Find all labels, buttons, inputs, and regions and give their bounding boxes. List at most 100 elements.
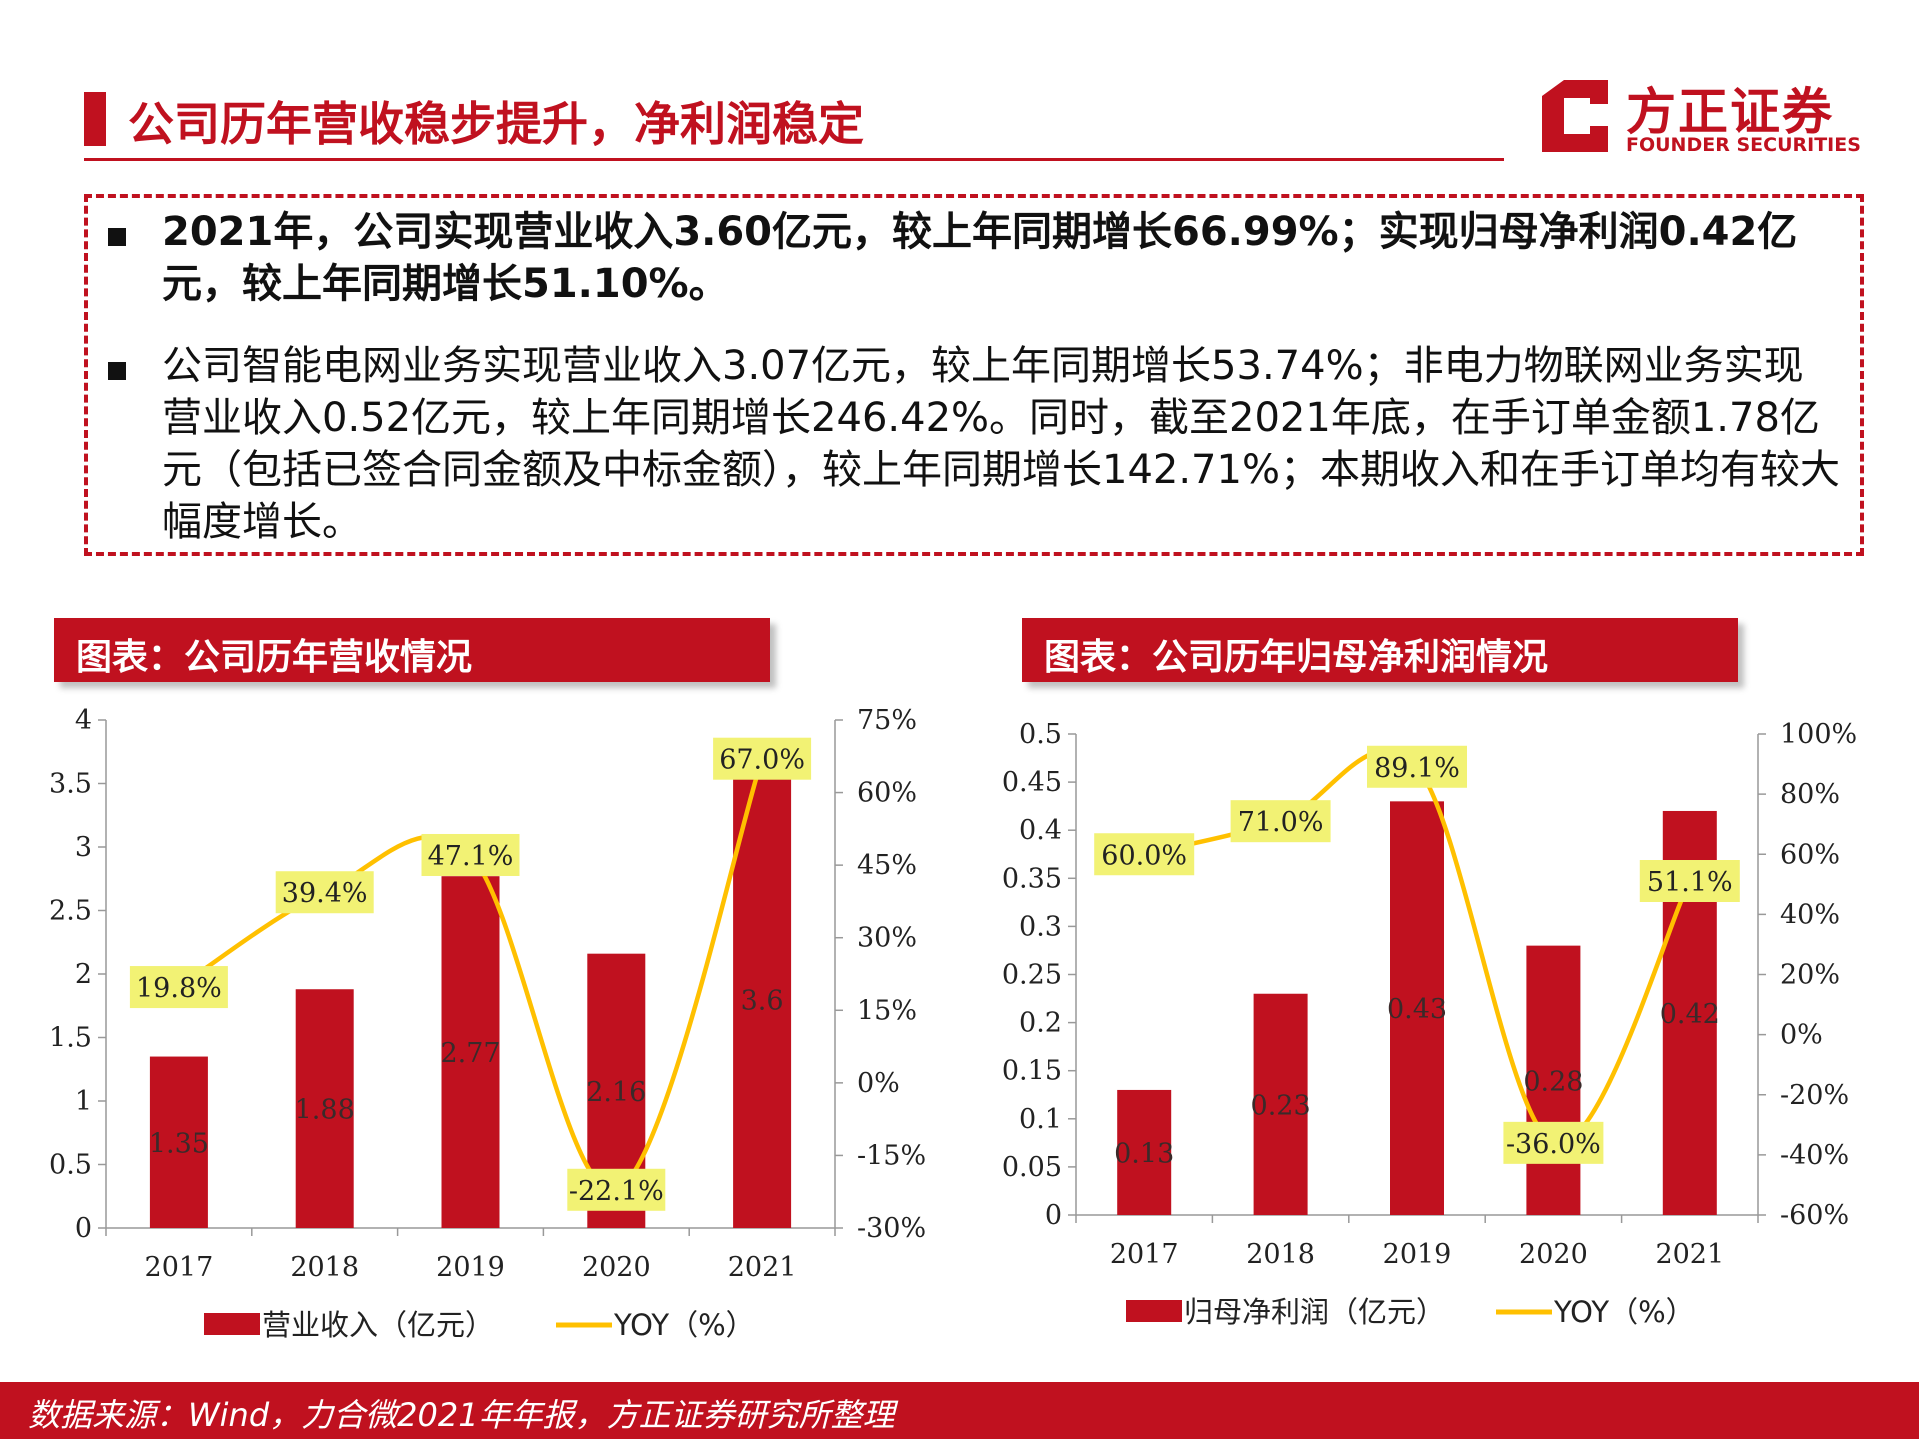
- yoy-label-box: [1639, 860, 1740, 903]
- right-axis-tick-label: 60%: [857, 778, 917, 809]
- left-axis-tick-label: 0.15: [1002, 1056, 1062, 1087]
- x-axis-tick-label: 2020: [1519, 1239, 1588, 1270]
- yoy-data-label: 71.0%: [1238, 807, 1324, 838]
- left-axis-tick-label: 3.5: [49, 769, 92, 800]
- revenue-bar: [295, 989, 354, 1228]
- x-axis-tick-label: 2021: [728, 1252, 797, 1283]
- left-axis-tick-label: 0.45: [1002, 767, 1062, 798]
- revenue-bar: [1390, 801, 1444, 1215]
- revenue-bar: [1117, 1089, 1172, 1215]
- left-axis-tick-label: 1: [75, 1086, 92, 1117]
- bar-data-label: 3.6: [741, 985, 784, 1016]
- yoy-data-label: 39.4%: [282, 878, 368, 909]
- right-axis-tick-label: 100%: [1780, 719, 1857, 750]
- yoy-data-label: -36.0%: [1506, 1129, 1601, 1160]
- x-axis-tick-label: 2020: [582, 1252, 651, 1283]
- left-axis-tick-label: 2.5: [49, 896, 92, 927]
- yoy-data-label: 47.1%: [428, 841, 514, 872]
- yoy-label-box: [421, 833, 520, 876]
- summary-bullet-1-text: 2021年，公司实现营业收入3.60亿元，较上年同期增长66.99%；实现归母净…: [162, 209, 1798, 307]
- bullet-square-icon: [108, 228, 126, 246]
- legend-line-label: YOY（%）: [613, 1308, 755, 1342]
- company-logo: 方正证券 FOUNDER SECURITIES: [1534, 72, 1861, 162]
- logo-chinese-name: 方正证券: [1626, 83, 1834, 141]
- logo-english-name: FOUNDER SECURITIES: [1626, 134, 1861, 156]
- right-axis-tick-label: 20%: [1780, 960, 1840, 991]
- yoy-label-box: [275, 871, 374, 914]
- yoy-label-box: [1094, 833, 1195, 876]
- legend-bar-swatch: [204, 1313, 260, 1335]
- yoy-label-box: [1367, 745, 1467, 788]
- legend-line-label: YOY（%）: [1553, 1295, 1695, 1329]
- page-title: 公司历年营收稳步提升，净利润稳定: [128, 97, 864, 151]
- title-divider: [84, 158, 1504, 161]
- yoy-data-label: 67.0%: [719, 745, 805, 776]
- right-axis-tick-label: 15%: [857, 995, 917, 1026]
- revenue-chart: 0 0.5 1 1.5 2 2.5 3 3.5 4 -30% -15% 0% 15% 30% 45% 60% 7…: [49, 705, 926, 1342]
- right-axis-tick-label: 45%: [857, 850, 917, 881]
- yoy-label-box: [129, 966, 228, 1009]
- left-axis-tick-label: 0: [75, 1213, 92, 1244]
- left-axis-tick-label: 0.05: [1002, 1152, 1062, 1183]
- bar-data-label: 0.43: [1387, 994, 1447, 1025]
- left-axis-tick-label: 0.4: [1019, 815, 1062, 846]
- profit-chart-header: 图表：公司历年归母净利润情况: [1022, 618, 1738, 682]
- footer-bar: 数据来源：Wind，力合微2021年年报，方正证券研究所整理: [0, 1382, 1919, 1439]
- revenue-bar: [733, 770, 792, 1228]
- left-axis-tick-label: 0.5: [1019, 719, 1062, 750]
- profit-chart: 0 0.05 0.1 0.15 0.2 0.25 0.3 0.35 0.4 0.45 0.5 -60%…: [1002, 719, 1857, 1329]
- left-axis-tick-label: 0.5: [49, 1150, 92, 1181]
- right-axis-tick-label: -20%: [1780, 1080, 1849, 1111]
- yoy-data-label: 89.1%: [1374, 753, 1460, 784]
- right-axis-tick-label: -40%: [1780, 1140, 1849, 1171]
- bullet-square-icon: [108, 362, 126, 380]
- yoy-data-label: 19.8%: [136, 973, 222, 1004]
- revenue-chart-header: 图表：公司历年营收情况: [54, 618, 770, 682]
- x-axis-tick-label: 2018: [1246, 1239, 1315, 1270]
- right-axis-tick-label: -60%: [1780, 1200, 1849, 1231]
- right-axis-tick-label: -15%: [857, 1140, 926, 1171]
- yoy-data-label: -22.1%: [569, 1176, 664, 1207]
- yoy-data-label: 60.0%: [1101, 840, 1187, 871]
- revenue-bar: [1253, 993, 1308, 1215]
- left-axis-tick-label: 0.35: [1002, 863, 1062, 894]
- revenue-bar: [441, 876, 500, 1228]
- summary-bullet-2-text: 公司智能电网业务实现营业收入3.07亿元，较上年同期增长53.74%；非电力物联…: [162, 343, 1840, 545]
- summary-box: [84, 194, 1864, 556]
- bar-data-label: 2.77: [440, 1038, 500, 1069]
- title-accent-bar: [84, 92, 106, 146]
- bar-data-label: 0.42: [1660, 999, 1720, 1030]
- revenue-bar: [1526, 945, 1581, 1215]
- right-axis-tick-label: -30%: [857, 1213, 926, 1244]
- legend-bar-swatch: [1126, 1300, 1182, 1322]
- yoy-label-box: [1503, 1121, 1604, 1164]
- x-axis-tick-label: 2017: [145, 1252, 214, 1283]
- right-axis-tick-label: 0%: [857, 1068, 900, 1099]
- data-source-note: 数据来源：Wind，力合微2021年年报，方正证券研究所整理: [28, 1396, 895, 1434]
- x-axis-tick-label: 2017: [1110, 1239, 1179, 1270]
- bar-data-label: 2.16: [586, 1077, 646, 1108]
- revenue-bar: [149, 1056, 208, 1228]
- revenue-chart-title: 图表：公司历年营收情况: [76, 637, 473, 678]
- right-axis-tick-label: 60%: [1780, 839, 1840, 870]
- yoy-label-box: [713, 737, 812, 780]
- x-axis-tick-label: 2018: [290, 1252, 359, 1283]
- left-axis-tick-label: 4: [75, 705, 92, 736]
- left-axis-tick-label: 3: [75, 832, 92, 863]
- left-axis-tick-label: 2: [75, 959, 92, 990]
- bar-data-label: 0.13: [1114, 1138, 1174, 1169]
- right-axis-tick-label: 40%: [1780, 899, 1840, 930]
- left-axis-tick-label: 1.5: [49, 1023, 92, 1054]
- bar-data-label: 0.28: [1523, 1066, 1583, 1097]
- x-axis-tick-label: 2021: [1655, 1239, 1724, 1270]
- right-axis-tick-label: 0%: [1780, 1020, 1823, 1051]
- right-axis-tick-label: 30%: [857, 923, 917, 954]
- bar-data-label: 0.23: [1251, 1090, 1311, 1121]
- yoy-label-box: [567, 1168, 666, 1211]
- left-axis-tick-label: 0.3: [1019, 911, 1062, 942]
- x-axis-tick-label: 2019: [436, 1252, 505, 1283]
- founder-logo-icon: [1542, 80, 1608, 152]
- yoy-data-label: 51.1%: [1647, 867, 1733, 898]
- bar-data-label: 1.88: [295, 1095, 355, 1126]
- legend-bar-label: 营业收入（亿元）: [262, 1308, 494, 1342]
